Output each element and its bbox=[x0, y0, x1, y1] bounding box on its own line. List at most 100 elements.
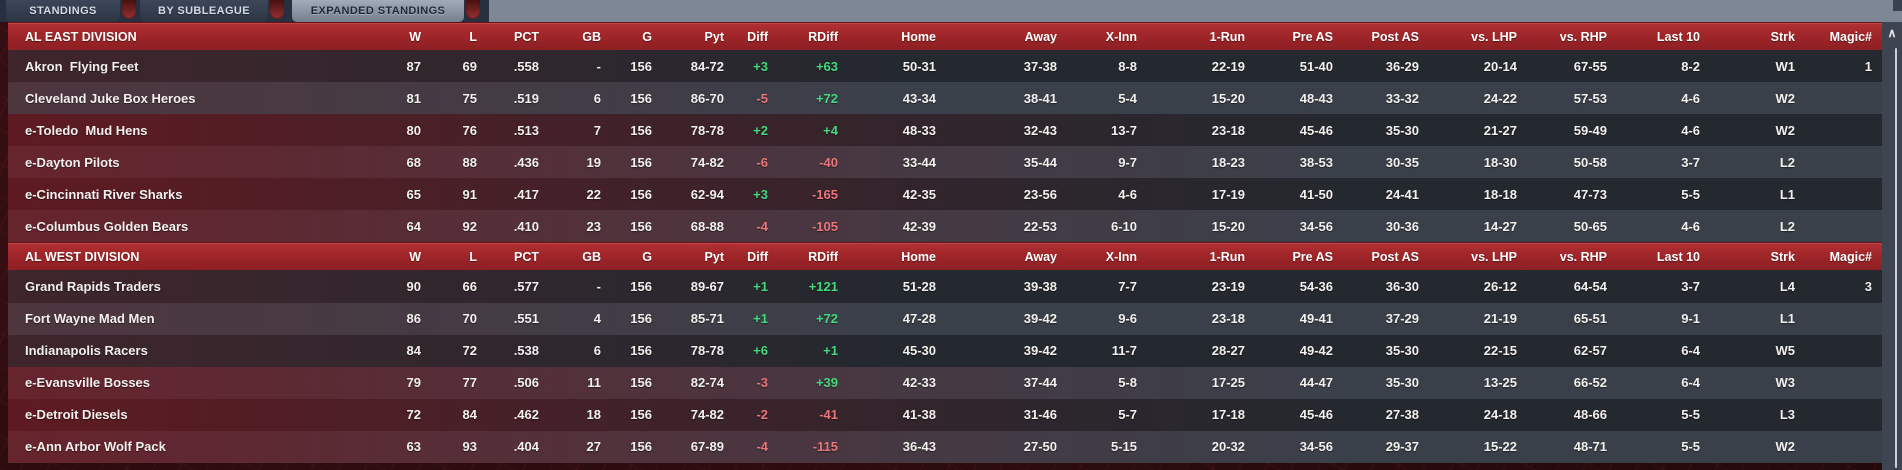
team-row[interactable]: e-Detroit Diesels 72 84 .462 18 156 74-8… bbox=[8, 398, 1882, 431]
column-header-diff[interactable]: Diff bbox=[747, 29, 768, 44]
stat-postas: 37-29 bbox=[1385, 311, 1419, 327]
scroll-up-icon[interactable]: ∧ bbox=[1887, 26, 1897, 40]
stat-xinn: 13-7 bbox=[1110, 122, 1137, 138]
column-header-magic[interactable]: Magic# bbox=[1829, 249, 1872, 264]
column-header-gb[interactable]: GB bbox=[582, 249, 601, 264]
team-name[interactable]: e-Dayton Pilots bbox=[25, 154, 120, 170]
column-header-last10[interactable]: Last 10 bbox=[1656, 29, 1700, 44]
stat-vsrhp: 64-54 bbox=[1573, 279, 1607, 294]
column-header-vsrhp[interactable]: vs. RHP bbox=[1559, 29, 1607, 44]
stat-strk: W2 bbox=[1775, 90, 1796, 106]
stat-last10: 9-1 bbox=[1681, 311, 1700, 327]
column-header-xinn[interactable]: X-Inn bbox=[1105, 29, 1137, 44]
column-header-strk[interactable]: Strk bbox=[1770, 29, 1795, 44]
stat-1run: 17-25 bbox=[1211, 375, 1245, 391]
stat-pyt: 78-78 bbox=[690, 343, 724, 359]
column-header-last10[interactable]: Last 10 bbox=[1656, 249, 1700, 264]
stat-g: 156 bbox=[630, 407, 652, 423]
column-header-w[interactable]: W bbox=[409, 249, 421, 264]
stat-pyt: 78-78 bbox=[690, 122, 724, 138]
column-header-w[interactable]: W bbox=[409, 29, 421, 44]
team-name[interactable]: e-Toledo Mud Hens bbox=[25, 122, 148, 138]
stat-1run: 23-18 bbox=[1211, 122, 1245, 138]
stat-vslhp: 15-22 bbox=[1483, 439, 1517, 455]
column-header-1run[interactable]: 1-Run bbox=[1209, 29, 1245, 44]
team-name[interactable]: Fort Wayne Mad Men bbox=[25, 311, 155, 327]
column-header-l[interactable]: L bbox=[469, 249, 477, 264]
stat-vslhp: 21-27 bbox=[1483, 122, 1517, 138]
team-name[interactable]: Akron Flying Feet bbox=[25, 58, 139, 74]
column-header-g[interactable]: G bbox=[642, 29, 652, 44]
team-row[interactable]: e-Evansville Bosses 79 77 .506 11 156 82… bbox=[8, 366, 1882, 399]
column-header-pct[interactable]: PCT bbox=[514, 249, 539, 264]
team-row[interactable]: Grand Rapids Traders 90 66 .577 - 156 89… bbox=[8, 270, 1882, 303]
column-header-away[interactable]: Away bbox=[1024, 29, 1057, 44]
team-name[interactable]: e-Ann Arbor Wolf Pack bbox=[25, 439, 166, 455]
column-header-g[interactable]: G bbox=[642, 249, 652, 264]
team-name[interactable]: Grand Rapids Traders bbox=[25, 279, 161, 294]
team-name[interactable]: Indianapolis Racers bbox=[25, 343, 148, 359]
column-header-home[interactable]: Home bbox=[901, 249, 936, 264]
column-header-pyt[interactable]: Pyt bbox=[704, 29, 724, 44]
column-header-postas[interactable]: Post AS bbox=[1371, 29, 1419, 44]
stat-1run: 23-18 bbox=[1211, 311, 1245, 327]
tab-by-subleague[interactable]: BY SUBLEAGUE bbox=[140, 0, 268, 22]
stat-strk: L1 bbox=[1779, 311, 1795, 327]
team-name[interactable]: e-Detroit Diesels bbox=[25, 407, 128, 423]
team-row[interactable]: e-Columbus Golden Bears 64 92 .410 23 15… bbox=[8, 210, 1882, 243]
stat-l: 92 bbox=[462, 218, 477, 234]
column-header-gb[interactable]: GB bbox=[582, 29, 601, 44]
stat-g: 156 bbox=[630, 311, 652, 327]
stat-l: 88 bbox=[462, 154, 477, 170]
team-row[interactable]: Akron Flying Feet 87 69 .558 - 156 84-72… bbox=[8, 50, 1882, 83]
column-header-diff[interactable]: Diff bbox=[747, 249, 768, 264]
team-name[interactable]: Cleveland Juke Box Heroes bbox=[25, 90, 196, 106]
column-header-rdiff[interactable]: RDiff bbox=[808, 29, 838, 44]
column-header-vsrhp[interactable]: vs. RHP bbox=[1559, 249, 1607, 264]
tab-expanded-standings[interactable]: EXPANDED STANDINGS bbox=[292, 0, 464, 22]
team-row[interactable]: Indianapolis Racers 84 72 .538 6 156 78-… bbox=[8, 334, 1882, 367]
stat-home: 48-33 bbox=[902, 122, 936, 138]
scrollbar[interactable]: ∧ bbox=[1882, 22, 1902, 470]
stat-xinn: 5-7 bbox=[1118, 407, 1137, 423]
column-header-vslhp[interactable]: vs. LHP bbox=[1471, 29, 1517, 44]
column-header-pyt[interactable]: Pyt bbox=[704, 249, 724, 264]
team-row[interactable]: e-Ann Arbor Wolf Pack 63 93 .404 27 156 … bbox=[8, 430, 1882, 463]
column-header-strk[interactable]: Strk bbox=[1770, 249, 1795, 264]
column-header-l[interactable]: L bbox=[469, 29, 477, 44]
stat-gb: 6 bbox=[593, 343, 601, 359]
team-row[interactable]: e-Dayton Pilots 68 88 .436 19 156 74-82 … bbox=[8, 146, 1882, 179]
column-header-preas[interactable]: Pre AS bbox=[1292, 29, 1333, 44]
column-header-pct[interactable]: PCT bbox=[514, 29, 539, 44]
stat-l: 76 bbox=[462, 122, 477, 138]
team-name[interactable]: e-Cincinnati River Sharks bbox=[25, 186, 183, 202]
standings-table: AL EAST DIVISION W L PCT GB G Pyt Diff R… bbox=[8, 22, 1882, 470]
column-header-postas[interactable]: Post AS bbox=[1371, 249, 1419, 264]
stat-vsrhp: 48-66 bbox=[1573, 407, 1607, 423]
column-header-vslhp[interactable]: vs. LHP bbox=[1471, 249, 1517, 264]
stat-away: 23-56 bbox=[1023, 186, 1057, 202]
stat-rdiff: -165 bbox=[811, 186, 838, 202]
column-header-xinn[interactable]: X-Inn bbox=[1105, 249, 1137, 264]
stat-pyt: 62-94 bbox=[690, 186, 724, 202]
column-header-away[interactable]: Away bbox=[1024, 249, 1057, 264]
stat-pyt: 74-82 bbox=[690, 407, 724, 423]
team-row[interactable]: Fort Wayne Mad Men 86 70 .551 4 156 85-7… bbox=[8, 302, 1882, 335]
team-name[interactable]: e-Evansville Bosses bbox=[25, 375, 151, 391]
team-row[interactable]: Cleveland Juke Box Heroes 81 75 .519 6 1… bbox=[8, 82, 1882, 115]
team-row[interactable]: e-Toledo Mud Hens 80 76 .513 7 156 78-78… bbox=[8, 114, 1882, 147]
column-header-preas[interactable]: Pre AS bbox=[1292, 249, 1333, 264]
stat-rdiff: -41 bbox=[819, 407, 838, 423]
team-row[interactable]: e-Cincinnati River Sharks 65 91 .417 22 … bbox=[8, 178, 1882, 211]
column-header-rdiff[interactable]: RDiff bbox=[808, 249, 838, 264]
stat-rdiff: +39 bbox=[815, 375, 838, 391]
tab-standings[interactable]: STANDINGS bbox=[6, 0, 120, 22]
stat-home: 50-31 bbox=[902, 58, 936, 74]
column-header-magic[interactable]: Magic# bbox=[1829, 29, 1872, 44]
column-header-1run[interactable]: 1-Run bbox=[1209, 249, 1245, 264]
stat-diff: +3 bbox=[753, 186, 768, 202]
stat-away: 22-53 bbox=[1023, 218, 1057, 234]
column-header-home[interactable]: Home bbox=[901, 29, 936, 44]
stat-vsrhp: 65-51 bbox=[1573, 311, 1607, 327]
team-name[interactable]: e-Columbus Golden Bears bbox=[25, 218, 189, 234]
